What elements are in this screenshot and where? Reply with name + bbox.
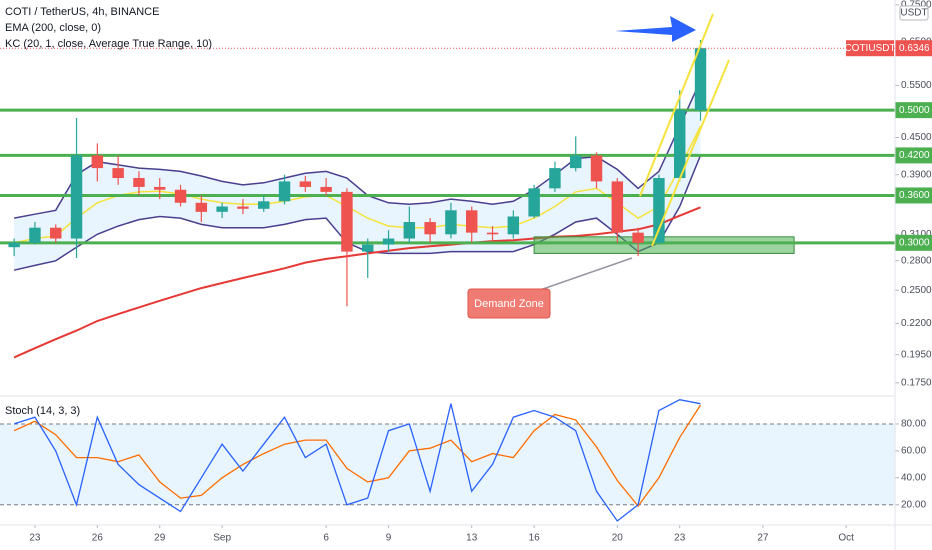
y-tick-label: 0.2500 — [901, 285, 932, 296]
x-tick-label: 29 — [154, 533, 166, 544]
candle-body — [70, 155, 83, 239]
y-tick-label: 0.1950 — [901, 349, 932, 360]
candle-body — [486, 232, 499, 235]
level-label: 0.3600 — [899, 190, 930, 201]
x-tick-label: 27 — [757, 533, 769, 544]
x-tick-label: Sep — [213, 533, 231, 544]
currency-box[interactable] — [899, 5, 929, 21]
y-tick-label: 0.2200 — [901, 318, 932, 329]
y-tick-label: 20.00 — [901, 499, 926, 510]
candle-body — [91, 155, 104, 169]
candle-body — [674, 110, 686, 179]
ema-line — [13, 206, 701, 359]
y-tick-label: 40.00 — [901, 472, 926, 483]
level-label: 0.4200 — [899, 150, 930, 161]
kc-upper — [13, 80, 702, 219]
x-tick-label: 20 — [612, 533, 624, 544]
y-tick-label: 0.3100 — [901, 229, 932, 240]
x-tick-label: 6 — [323, 533, 329, 544]
candle-body — [341, 191, 353, 252]
arrow — [615, 16, 696, 42]
ema-legend: EMA (200, close, 0) — [5, 22, 101, 34]
level-label: 0.3000 — [899, 237, 930, 248]
trend-line — [639, 13, 714, 197]
x-tick-label: 16 — [529, 533, 541, 544]
y-tick-label: 80.00 — [901, 419, 926, 430]
y-tick-label: 0.1750 — [901, 377, 932, 388]
kc-fill — [14, 80, 701, 271]
callout-line — [539, 257, 633, 291]
candle-body — [382, 238, 395, 245]
price-pane: 0.75000.65000.55000.45000.39000.31000.28… — [0, 0, 932, 388]
x-tick-label: 13 — [466, 533, 478, 544]
symbol-tag: COTIUSDT — [844, 43, 895, 54]
x-tick-label: 23 — [674, 533, 686, 544]
candle-body — [362, 244, 374, 252]
candle-body — [445, 210, 457, 235]
candle-body — [507, 216, 520, 235]
candle-body — [216, 206, 228, 212]
stoch-line — [13, 399, 701, 522]
y-tick-label: 0.4500 — [901, 132, 932, 143]
x-tick-label: Oct — [838, 533, 854, 544]
stoch-legend: Stoch (14, 3, 3) — [5, 405, 80, 417]
candle-body — [611, 181, 624, 233]
candle-body — [278, 181, 291, 202]
candle-body — [29, 227, 41, 243]
stoch-pane: 80.00 60.00 40.00 20.00 23 26 29 Sep 6 9 13 16 20 23 2… — [0, 399, 926, 544]
candle-body — [174, 189, 187, 203]
candle-body — [466, 210, 478, 233]
last-price-label: 0.6346 — [899, 43, 930, 54]
y-tick-label: 0.2800 — [901, 255, 932, 266]
y-tick-label: 0.7500 — [901, 0, 932, 10]
level-tag — [895, 102, 932, 119]
candle-body — [112, 168, 124, 179]
candle-body — [8, 242, 20, 248]
kc-lower — [13, 155, 702, 271]
level-tag — [895, 147, 932, 164]
currency: USDT — [900, 8, 927, 19]
y-tick-label: 0.5500 — [901, 80, 932, 91]
candle-body — [154, 186, 166, 190]
level-label: 0.5000 — [899, 105, 930, 116]
stoch-band — [0, 423, 895, 505]
symbol-legend: COTI / TetherUS, 4h, BINANCE — [5, 6, 159, 18]
candle-body — [258, 201, 270, 209]
x-tick-label: 26 — [92, 533, 104, 544]
candle-body — [694, 48, 707, 111]
y-tick-label: 60.00 — [901, 446, 926, 457]
candle-body — [549, 168, 561, 189]
candle-body — [653, 178, 665, 243]
level-tag — [895, 234, 932, 251]
candle-body — [237, 206, 249, 209]
x-tick-label: 9 — [386, 533, 392, 544]
candle-body — [424, 222, 436, 235]
candle-body — [528, 188, 540, 217]
kc-legend: KC (20, 1, close, Average True Range, 10… — [5, 38, 212, 50]
candle-body — [133, 178, 145, 187]
candle-body — [320, 186, 332, 192]
stoch-line — [13, 404, 702, 508]
callout-box — [467, 288, 551, 319]
symbol-tag-box — [846, 40, 894, 57]
candle-body — [590, 155, 603, 182]
candle-body — [195, 202, 208, 212]
trend-line — [651, 59, 730, 247]
candle-body — [570, 155, 582, 169]
candle-body — [50, 227, 62, 239]
kc-basis — [13, 125, 702, 244]
level-tag — [895, 187, 932, 204]
x-tick-label: 23 — [29, 533, 41, 544]
last-price-box — [895, 40, 932, 57]
candle-body — [299, 181, 312, 187]
candle-body — [403, 222, 416, 239]
callout-text: Demand Zone — [474, 298, 544, 310]
candle-body — [632, 232, 644, 243]
y-tick-label: 0.3900 — [901, 169, 932, 180]
